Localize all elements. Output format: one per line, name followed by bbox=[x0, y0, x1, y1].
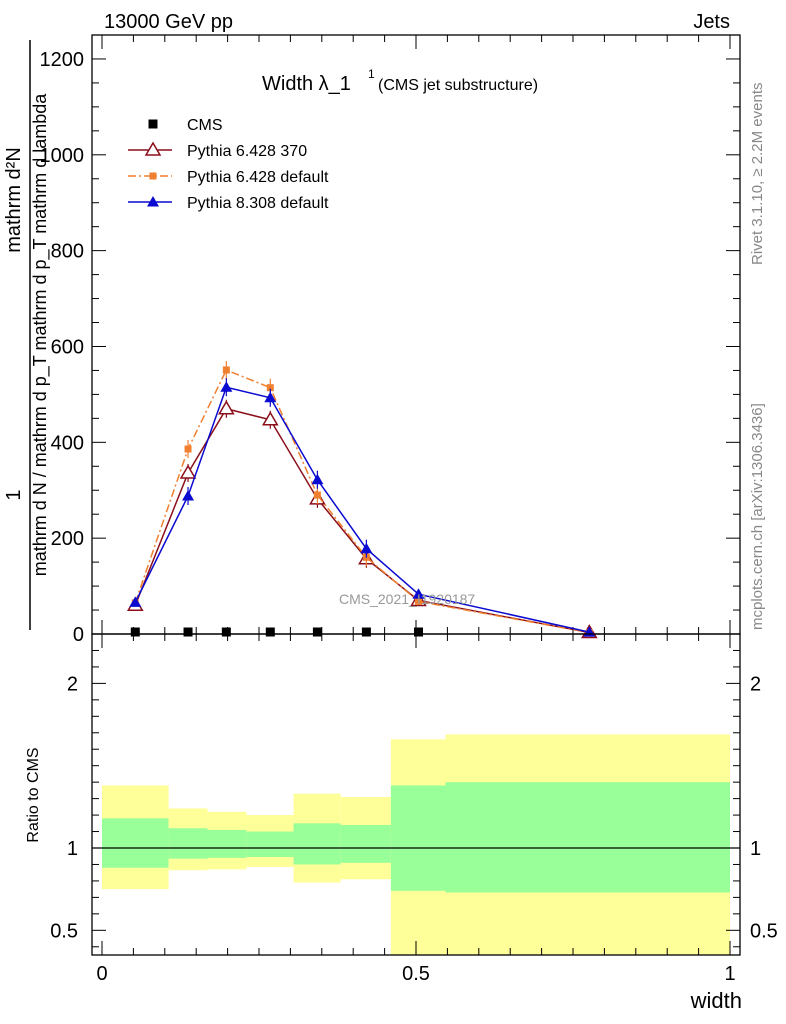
ratio-band-green bbox=[390, 785, 446, 891]
plot-title: Width λ_1 1 (CMS jet substructure) bbox=[262, 67, 538, 95]
ratio-y-tick-label-right: 2 bbox=[750, 673, 761, 695]
data-point bbox=[218, 400, 235, 415]
ratio-band-green bbox=[246, 831, 294, 858]
data-point bbox=[130, 627, 140, 637]
data-point bbox=[264, 391, 277, 403]
watermark: CMS_2021_I1920187 bbox=[339, 591, 475, 607]
rivet-label: Rivet 3.1.10, ≥ 2.2M events bbox=[749, 83, 766, 266]
ratio-y-tick-label: 1 bbox=[67, 838, 78, 860]
plot-title-sup: 1 bbox=[368, 67, 375, 81]
y-tick-label: 800 bbox=[51, 241, 84, 263]
y-axis-label: 1 mathrm d²N mathrm d N / mathrm d p_T m… bbox=[3, 40, 51, 630]
x-tick-label: 0 bbox=[96, 963, 107, 985]
plot-subtitle: (CMS jet substructure) bbox=[378, 77, 538, 94]
legend-marker bbox=[148, 119, 158, 129]
legend-marker bbox=[147, 196, 159, 207]
y-tick-label: 600 bbox=[51, 336, 84, 358]
data-point bbox=[313, 491, 321, 499]
y-label-numerator-top: 1 bbox=[3, 489, 25, 500]
legend-label: Pythia 6.428 370 bbox=[187, 143, 307, 160]
series-cms bbox=[130, 627, 424, 637]
ratio-band-green bbox=[168, 828, 208, 859]
ratio-y-tick-label: 0.5 bbox=[50, 920, 78, 942]
data-point bbox=[311, 473, 324, 485]
data-point bbox=[265, 627, 275, 637]
data-point bbox=[361, 627, 371, 637]
ratio-band-green bbox=[293, 823, 341, 865]
data-point bbox=[261, 411, 279, 426]
legend-label: Pythia 8.308 default bbox=[187, 195, 329, 212]
y-tick-label: 0 bbox=[73, 624, 84, 646]
data-point bbox=[183, 627, 193, 637]
data-point bbox=[415, 597, 423, 605]
data-point bbox=[179, 464, 197, 479]
ratio-band-green bbox=[102, 818, 169, 868]
legend: CMS Pythia 6.428 370 Pythia 6.428 default P… bbox=[128, 117, 329, 212]
ratio-y-tick-label-right: 1 bbox=[750, 838, 761, 860]
header-left: 13000 GeV pp bbox=[104, 11, 233, 33]
data-point bbox=[360, 542, 373, 554]
ratio-y-tick-label: 2 bbox=[67, 673, 78, 695]
legend-label: CMS bbox=[187, 117, 223, 134]
legend-entry: Pythia 6.428 default bbox=[128, 169, 329, 186]
data-point bbox=[220, 381, 233, 392]
data-point bbox=[129, 596, 142, 607]
ratio-band-green bbox=[445, 782, 730, 893]
data-point bbox=[414, 627, 424, 637]
ratio-panel: 0 0.5 1 0.5 0.5 1 1 2 2 bbox=[50, 633, 778, 985]
legend-entry: Pythia 8.308 default bbox=[128, 195, 329, 212]
header-right: Jets bbox=[693, 11, 730, 33]
data-point bbox=[312, 627, 322, 637]
data-point bbox=[184, 445, 192, 453]
plot-title-main: Width λ_1 bbox=[262, 73, 351, 95]
ratio-band-green bbox=[207, 829, 247, 858]
legend-entry: CMS bbox=[148, 117, 223, 134]
data-point bbox=[412, 588, 425, 599]
ratio-y-label: Ratio to CMS bbox=[25, 747, 42, 842]
legend-label: Pythia 6.428 default bbox=[187, 169, 329, 186]
data-point bbox=[222, 366, 230, 374]
legend-marker bbox=[149, 172, 157, 180]
y-tick-label: 1000 bbox=[40, 145, 85, 167]
data-point bbox=[221, 627, 231, 637]
data-point bbox=[182, 489, 195, 501]
main-panel: 0 200 400 600 800 1000 1200 bbox=[40, 34, 741, 646]
legend-entry: Pythia 6.428 370 bbox=[128, 141, 307, 160]
series-pythia-8-308-default bbox=[129, 378, 596, 637]
y-label-denominator: mathrm d N / mathrm d p_T mathrm d p_T m… bbox=[30, 93, 51, 576]
legend-marker bbox=[144, 141, 162, 156]
data-point bbox=[266, 384, 274, 392]
y-tick-label: 1200 bbox=[40, 49, 85, 71]
x-axis-label: width bbox=[690, 988, 742, 1013]
ratio-band-green bbox=[340, 824, 391, 863]
x-tick-label: 0.5 bbox=[402, 963, 430, 985]
ratio-y-tick-label-right: 0.5 bbox=[750, 920, 778, 942]
y-label-numerator: mathrm d²N bbox=[3, 147, 25, 253]
series-line bbox=[134, 386, 590, 633]
series-line bbox=[134, 369, 590, 634]
y-tick-label: 400 bbox=[51, 432, 84, 454]
y-tick-label: 200 bbox=[51, 528, 84, 550]
x-tick-label: 1 bbox=[724, 963, 735, 985]
mcplots-label: mcplots.cern.ch [arXiv:1306.3436] bbox=[749, 403, 766, 630]
